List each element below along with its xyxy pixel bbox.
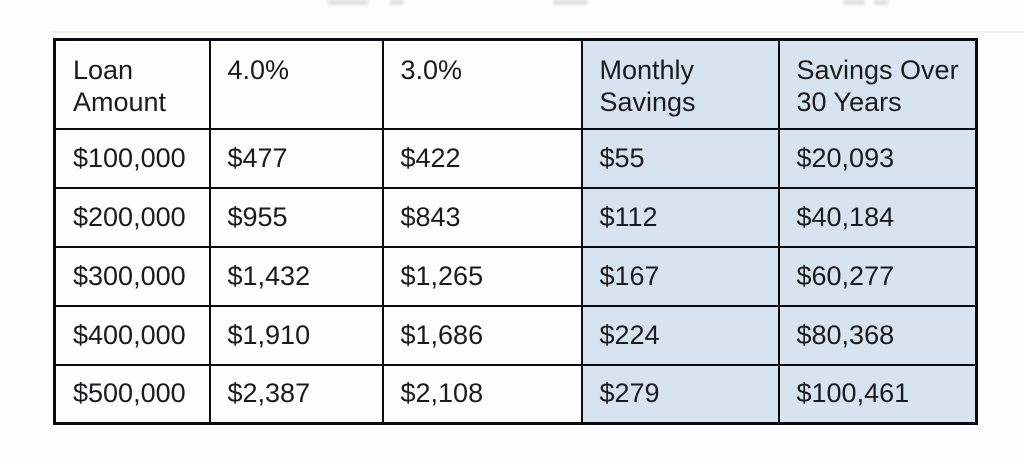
faint-horizontal-rule xyxy=(52,31,1024,33)
table-cell: $112 xyxy=(580,186,780,248)
loan-savings-table: Loan Amount 4.0% 3.0% Monthly Savings Sa… xyxy=(53,38,978,425)
header-cell-4-percent: 4.0% xyxy=(208,38,384,130)
cropped-text-fragment xyxy=(843,0,865,5)
table-cell: $55 xyxy=(580,127,780,189)
cropped-text-fragment xyxy=(390,0,404,5)
table-cell: $1,432 xyxy=(208,245,384,307)
table-cell: $1,265 xyxy=(381,245,583,307)
header-cell-3-percent: 3.0% xyxy=(381,38,583,130)
table-row: $500,000 $2,387 $2,108 $279 $100,461 xyxy=(53,363,978,425)
table-row: $200,000 $955 $843 $112 $40,184 xyxy=(53,186,978,248)
table-cell: $400,000 xyxy=(53,304,211,366)
table-cell: $20,093 xyxy=(777,127,978,189)
table-cell: $100,461 xyxy=(777,363,978,425)
table-cell: $422 xyxy=(381,127,583,189)
table-row: $400,000 $1,910 $1,686 $224 $80,368 xyxy=(53,304,978,366)
cropped-text-fragment xyxy=(328,0,368,5)
table-cell: $1,910 xyxy=(208,304,384,366)
table-cell: $2,387 xyxy=(208,363,384,425)
header-cell-monthly-savings: Monthly Savings xyxy=(580,38,780,130)
table-cell: $60,277 xyxy=(777,245,978,307)
table-cell: $224 xyxy=(580,304,780,366)
table-cell: $40,184 xyxy=(777,186,978,248)
table-cell: $477 xyxy=(208,127,384,189)
table-cell: $2,108 xyxy=(381,363,583,425)
table-cell: $955 xyxy=(208,186,384,248)
cropped-text-fragment xyxy=(874,0,888,5)
table-row: $100,000 $477 $422 $55 $20,093 xyxy=(53,127,978,189)
table-cell: $100,000 xyxy=(53,127,211,189)
table-cell: $500,000 xyxy=(53,363,211,425)
cropped-text-fragment xyxy=(553,0,588,5)
table-cell: $200,000 xyxy=(53,186,211,248)
table-cell: $300,000 xyxy=(53,245,211,307)
table-cell: $1,686 xyxy=(381,304,583,366)
header-cell-loan-amount: Loan Amount xyxy=(53,38,211,130)
header-cell-savings-over-30-years: Savings Over 30 Years xyxy=(777,38,978,130)
header-row: Loan Amount 4.0% 3.0% Monthly Savings Sa… xyxy=(53,38,978,130)
table-cell: $80,368 xyxy=(777,304,978,366)
table-cell: $167 xyxy=(580,245,780,307)
table-cell: $279 xyxy=(580,363,780,425)
table-cell: $843 xyxy=(381,186,583,248)
table-row: $300,000 $1,432 $1,265 $167 $60,277 xyxy=(53,245,978,307)
